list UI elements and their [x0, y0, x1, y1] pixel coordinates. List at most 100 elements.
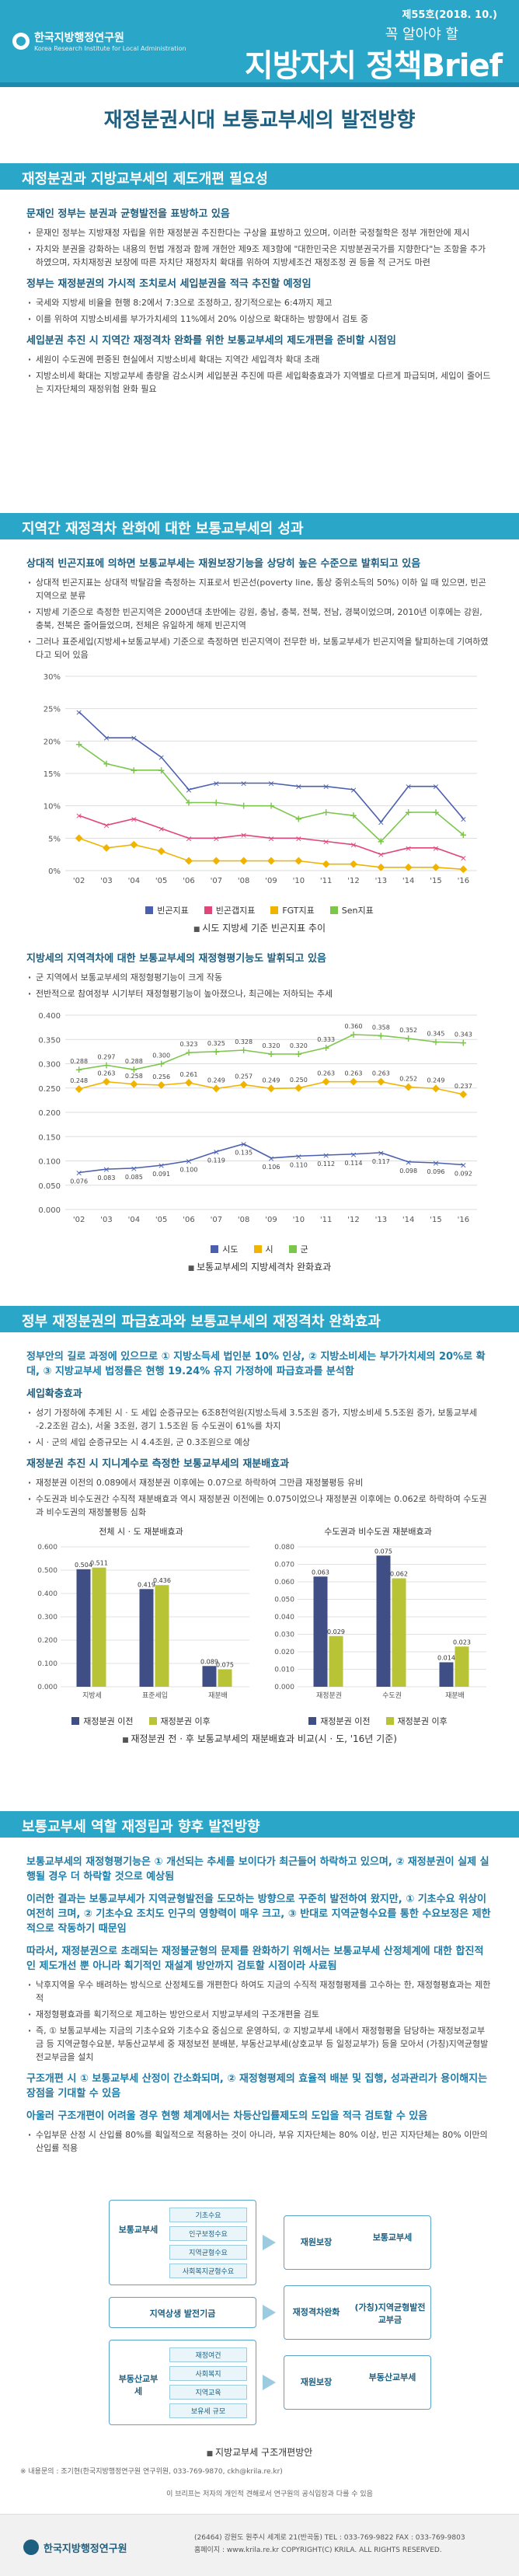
- x-tick-label: 재분배: [208, 1691, 228, 1700]
- bullet-text: 국세와 지방세 비율을 현행 8:2에서 7:3으로 조정하고, 장기적으로는 …: [26, 296, 493, 309]
- diagram-left-3: [109, 2340, 256, 2425]
- section-1: 재정분권과 지방교부세의 제도개편 필요성 문재인 정부는 분권과 균형발전을 …: [0, 163, 519, 399]
- data-point: [212, 1084, 221, 1093]
- bullet-text: 지방소비세 확대는 지방교부세 총량을 감소시켜 세입분권 추진에 따른 세입확…: [26, 369, 493, 396]
- x-tick-label: '16: [458, 1216, 469, 1224]
- data-point: [404, 863, 413, 871]
- chart-caption: 지방교부세 구조개편방안: [0, 2445, 519, 2459]
- data-label: 0.083: [98, 1175, 116, 1182]
- data-point: [157, 847, 165, 855]
- chart-caption: 재정분권 전 · 후 보통교부세의 재분배효과 비교(시 · 도, '16년 기…: [26, 1732, 493, 1745]
- bar: [313, 1576, 328, 1687]
- data-point: +: [158, 1059, 165, 1070]
- poverty-index-chart: 0% 5% 10% 15% 20% 25% 30% '02 '03 '04 '05 '06 '07 '08…: [44, 673, 477, 885]
- data-label: 0.288: [70, 1058, 88, 1065]
- data-point: +: [240, 801, 248, 812]
- data-label: 0.360: [345, 1023, 363, 1030]
- y-tick-label: 0.020: [274, 1649, 294, 1656]
- data-point: ×: [432, 782, 439, 792]
- data-point: +: [459, 1038, 467, 1049]
- y-tick-label: 0.300: [37, 1614, 57, 1621]
- bullet-text: 낙후지역을 우수 배려하는 방식으로 산정체도를 개편한다 하여도 지금의 수직…: [26, 1978, 493, 2005]
- chart4-legend: 재정분권 이전 재정분권 이후: [263, 1715, 493, 1727]
- diagram-arrows: [263, 2235, 276, 2390]
- lead-text: 재정분권 추진 시 지니계수로 측정한 보통교부세의 재분배효과: [26, 1458, 290, 1470]
- x-tick-label: '04: [128, 1216, 140, 1224]
- data-point: [75, 1085, 83, 1093]
- data-point: +: [377, 1030, 385, 1041]
- org-name-en: Korea Research Institute for Local Admin…: [34, 45, 186, 52]
- data-label: 0.023: [453, 1639, 471, 1646]
- address-line: (26464) 강원도 원주시 세계로 21(반곡동) TEL : 033-76…: [194, 2534, 465, 2542]
- data-label: 0.288: [125, 1058, 143, 1065]
- data-label: 0.323: [180, 1041, 198, 1048]
- logo-icon: [12, 32, 30, 50]
- data-label: 0.029: [327, 1628, 345, 1635]
- data-label: 0.436: [153, 1577, 171, 1584]
- y-tick-label: 0.050: [38, 1182, 61, 1191]
- x-tick-label: '09: [265, 1216, 277, 1224]
- data-point: +: [185, 798, 193, 808]
- data-point: +: [103, 759, 110, 770]
- y-tick-label: 0.010: [274, 1667, 294, 1674]
- data-point: ×: [322, 837, 329, 847]
- legend-item: 재정분권 이전: [71, 1715, 134, 1727]
- data-point: ×: [240, 1140, 247, 1150]
- y-tick-label: 0.100: [37, 1660, 57, 1668]
- x-tick-label: '13: [375, 1216, 387, 1224]
- data-label: 0.250: [290, 1077, 308, 1084]
- x-tick-label: '14: [402, 1216, 414, 1224]
- data-label: 0.089: [200, 1658, 218, 1665]
- diagram-item: 인구보정수요: [169, 2226, 247, 2241]
- y-tick-label: 0.600: [37, 1544, 57, 1552]
- brief-header: 한국지방행정연구원 Korea Research Institute for L…: [0, 0, 519, 87]
- x-tick-label: 재정분권: [316, 1691, 342, 1700]
- data-point: ×: [75, 707, 82, 717]
- data-point: ×: [158, 1161, 165, 1171]
- y-tick-label: 0.060: [274, 1579, 294, 1586]
- chart-title: 전체 시 · 도 재분배효과: [99, 1527, 183, 1537]
- y-tick-label: 0.200: [37, 1637, 57, 1645]
- data-label: 0.345: [427, 1030, 445, 1037]
- data-point: ×: [185, 1157, 192, 1167]
- data-point: ×: [213, 833, 220, 843]
- x-tick-label: '10: [293, 1216, 305, 1224]
- y-tick-label: 0.400: [37, 1590, 57, 1598]
- data-point: [157, 1081, 165, 1089]
- data-point: ×: [185, 785, 192, 795]
- bar: [392, 1578, 406, 1687]
- data-point: ×: [295, 1151, 302, 1161]
- data-label: 0.063: [312, 1569, 329, 1576]
- lead-text: 정부는 재정분권의 가시적 조치로서 세입분권을 적극 추진할 예정임: [26, 278, 312, 290]
- bullet-text: 세원이 수도권에 편중된 현실에서 지방소비세 확대는 지역간 세입격차 확대 …: [26, 353, 493, 366]
- lead-text: 상대적 빈곤지표에 의하면 보통교부세는 재원보장기능을 상당히 높은 수준으로…: [26, 558, 421, 570]
- data-label: 0.358: [372, 1024, 390, 1031]
- data-point: ×: [295, 833, 302, 843]
- y-tick-label: 0.200: [38, 1109, 61, 1118]
- data-point: [322, 860, 330, 868]
- data-point: ×: [131, 814, 138, 824]
- diagram-right-2: [284, 2285, 431, 2340]
- legend-item: 군: [288, 1243, 308, 1255]
- data-label: 0.014: [437, 1655, 455, 1662]
- bullet-text: 그러나 표준세입(지방세+보통교부세) 기준으로 측정하면 빈곤지역이 전무한 …: [26, 635, 493, 661]
- bar: [139, 1589, 154, 1687]
- y-tick-label: 0.250: [38, 1085, 61, 1094]
- bar: [202, 1666, 217, 1687]
- data-point: ×: [460, 814, 467, 824]
- data-point: [130, 1080, 138, 1088]
- x-tick-label: '06: [183, 877, 194, 885]
- y-tick-label: 0.050: [274, 1597, 294, 1604]
- diagram-item: 사회복지: [169, 2366, 247, 2381]
- bullet-text: 수도권과 비수도권간 수직적 재분배효과 역시 재정분권 이전에는 0.075이…: [26, 1492, 493, 1519]
- homepage-line[interactable]: 홈페이지 : www.krila.re.kr COPYRIGHT(C) KRIL…: [194, 2546, 442, 2554]
- data-point: [432, 863, 440, 871]
- data-label: 0.297: [98, 1053, 116, 1060]
- data-point: ×: [267, 833, 274, 843]
- data-point: +: [75, 739, 83, 750]
- legend-item: 빈곤갭지표: [204, 904, 255, 916]
- diagram-item: 재정여건: [169, 2347, 247, 2362]
- bullet-text: 자치와 분권을 강화하는 내용의 헌법 개정과 함께 개헌안 제9조 제3항에 …: [26, 243, 493, 269]
- diagram-right-1: [284, 2215, 431, 2270]
